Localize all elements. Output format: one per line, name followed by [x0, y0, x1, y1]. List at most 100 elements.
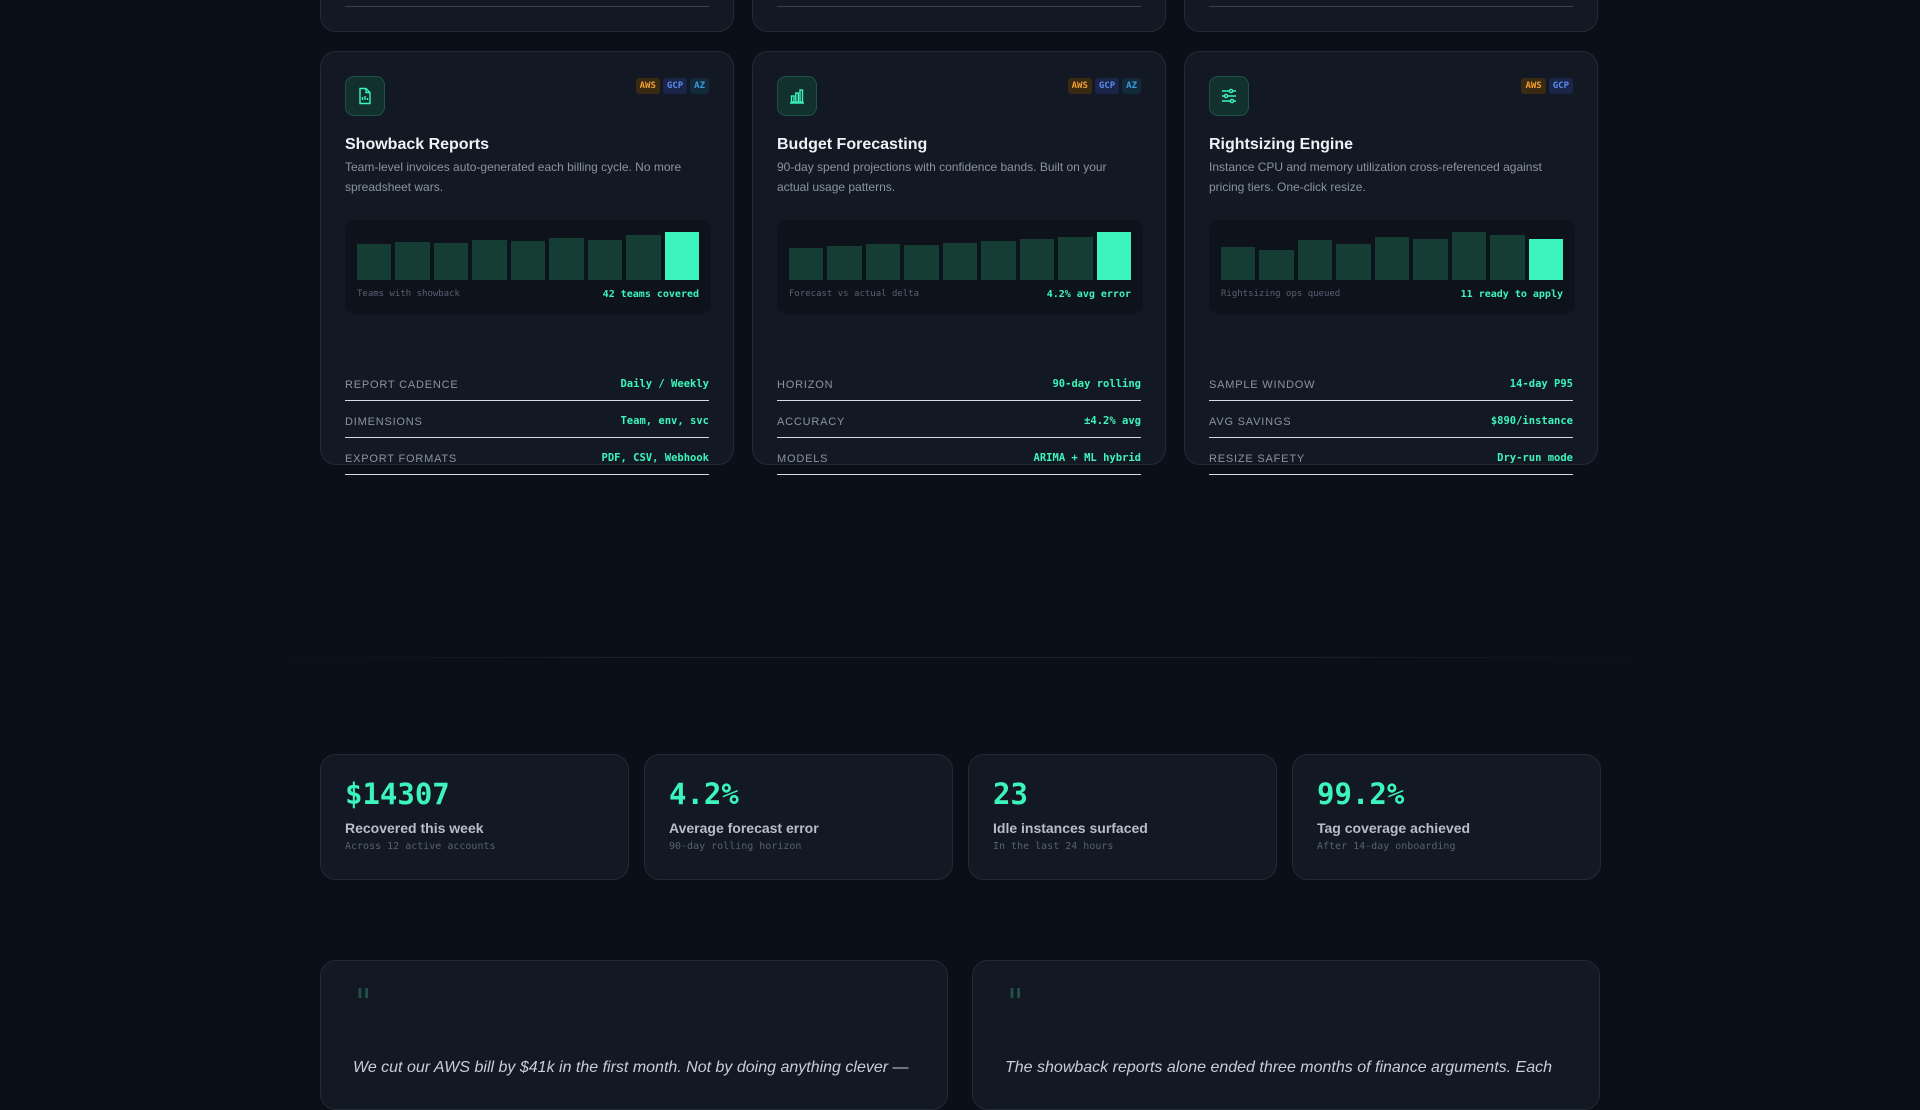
stat-card: 23 Idle instances surfaced In the last 2… [968, 754, 1277, 880]
divider [777, 6, 1141, 7]
badge-aws: AWS [1521, 78, 1546, 94]
stat-subtext: In the last 24 hours [993, 841, 1114, 852]
stat-subtext: After 14-day onboarding [1317, 841, 1456, 852]
badge-gcp: GCP [1094, 78, 1120, 94]
mini-bar [981, 241, 1016, 280]
mini-bar [942, 242, 978, 280]
mini-chart-caption: Forecast vs actual delta [789, 289, 920, 299]
spec-key: REPORT CADENCE [345, 379, 459, 391]
mini-chart: Rightsizing ops queued 11 ready to apply [1209, 220, 1575, 314]
section-divider [280, 657, 1640, 658]
mini-chart-value: 11 ready to apply [1460, 289, 1563, 300]
spec-key: RESIZE SAFETY [1209, 453, 1305, 465]
testimonial-text: The showback reports alone ended three m… [1005, 1059, 1552, 1076]
mini-bar [904, 245, 939, 280]
stat-subtext: 90-day rolling horizon [669, 841, 802, 852]
mini-bars [789, 232, 1131, 280]
spec-value: 14-day P95 [1509, 378, 1573, 390]
mini-bars [1221, 232, 1563, 280]
card-title: Budget Forecasting [777, 136, 928, 153]
divider [345, 6, 709, 7]
mini-bar [1528, 238, 1563, 280]
partial-card [752, 0, 1166, 32]
provider-badges: AWS GCP AZ [1067, 78, 1141, 94]
testimonial-text: We cut our AWS bill by $41k in the first… [353, 1059, 909, 1076]
document-icon [345, 76, 385, 116]
mini-bar [1413, 239, 1448, 280]
badge-az: AZ [1122, 78, 1141, 94]
feature-card-rightsizing: AWS GCP Rightsizing Engine Instance CPU … [1184, 51, 1598, 475]
mini-bar [1490, 235, 1525, 280]
spec-key: HORIZON [777, 379, 834, 391]
mini-bar [1259, 250, 1294, 280]
mini-bar [1297, 240, 1333, 280]
provider-badges: AWS GCP AZ [635, 78, 709, 94]
badge-az: AZ [690, 78, 709, 94]
spec-row: DIMENSIONS Team, env, svc [345, 409, 709, 438]
mini-bar [1221, 246, 1256, 280]
spec-row: MODELS ARIMA + ML hybrid [777, 446, 1141, 475]
spec-row: EXPORT FORMATS PDF, CSV, Webhook [345, 446, 709, 475]
spec-key: ACCURACY [777, 416, 846, 428]
spec-row: AVG SAVINGS $890/instance [1209, 409, 1573, 438]
mini-bar [357, 244, 392, 280]
card-description: Team-level invoices auto-generated each … [345, 160, 682, 194]
stat-card: 99.2% Tag coverage achieved After 14-day… [1292, 754, 1601, 880]
mini-bar [1374, 236, 1410, 280]
mini-bar [1451, 232, 1487, 280]
testimonial-card: " The showback reports alone ended three… [972, 960, 1600, 1110]
mini-bar [865, 244, 901, 280]
partial-card [320, 0, 734, 32]
stat-value: 23 [993, 777, 1028, 811]
mini-chart: Teams with showback 42 teams covered [345, 220, 711, 314]
stat-subtext: Across 12 active accounts [345, 841, 496, 852]
bar-chart-icon [777, 76, 817, 116]
spec-row: RESIZE SAFETY Dry-run mode [1209, 446, 1573, 475]
stat-value: 99.2% [1317, 777, 1405, 811]
quote-icon: " [1007, 983, 1024, 1024]
badge-aws: AWS [635, 78, 660, 94]
card-title: Showback Reports [345, 136, 490, 153]
mini-bar [789, 247, 824, 280]
badge-gcp: GCP [662, 78, 688, 94]
stat-value: 4.2% [669, 777, 739, 811]
spec-key: MODELS [777, 453, 829, 465]
mini-bar [626, 235, 661, 280]
spec-row: HORIZON 90-day rolling [777, 372, 1141, 401]
mini-bar [472, 240, 507, 280]
quote-icon: " [355, 983, 372, 1024]
mini-bar [1019, 239, 1055, 280]
card-description: 90-day spend projections with confidence… [777, 160, 1107, 194]
stat-label: Idle instances surfaced [993, 820, 1148, 836]
mini-bars [357, 232, 699, 280]
spec-value: 90-day rolling [1052, 378, 1141, 390]
spec-row: ACCURACY ±4.2% avg [777, 409, 1141, 438]
mini-bar [1058, 237, 1093, 280]
mini-chart-caption: Teams with showback [357, 289, 460, 299]
partial-card [1184, 0, 1598, 32]
mini-bar [1336, 243, 1371, 280]
spec-row: SAMPLE WINDOW 14-day P95 [1209, 372, 1573, 401]
mini-bar [549, 238, 584, 280]
mini-chart-value: 42 teams covered [602, 289, 699, 300]
mini-chart-value: 4.2% avg error [1046, 289, 1131, 300]
stat-label: Tag coverage achieved [1317, 820, 1471, 836]
stat-label: Average forecast error [669, 820, 819, 836]
badge-gcp: GCP [1548, 78, 1573, 94]
spec-value: PDF, CSV, Webhook [601, 452, 709, 464]
spec-key: EXPORT FORMATS [345, 453, 458, 465]
mini-bar [510, 241, 546, 280]
spec-value: Dry-run mode [1497, 452, 1573, 464]
mini-bar [827, 246, 862, 280]
sliders-icon [1209, 76, 1249, 116]
stat-label: Recovered this week [345, 820, 484, 836]
mini-bar [1096, 232, 1131, 280]
mini-chart-caption: Rightsizing ops queued [1221, 289, 1341, 299]
mini-bar [587, 239, 623, 280]
card-title: Rightsizing Engine [1209, 136, 1353, 153]
divider [1209, 6, 1573, 7]
provider-badges: AWS GCP [1521, 78, 1573, 94]
spec-value: Daily / Weekly [620, 378, 709, 390]
mini-bar [395, 241, 430, 280]
stat-card: 4.2% Average forecast error 90-day rolli… [644, 754, 953, 880]
